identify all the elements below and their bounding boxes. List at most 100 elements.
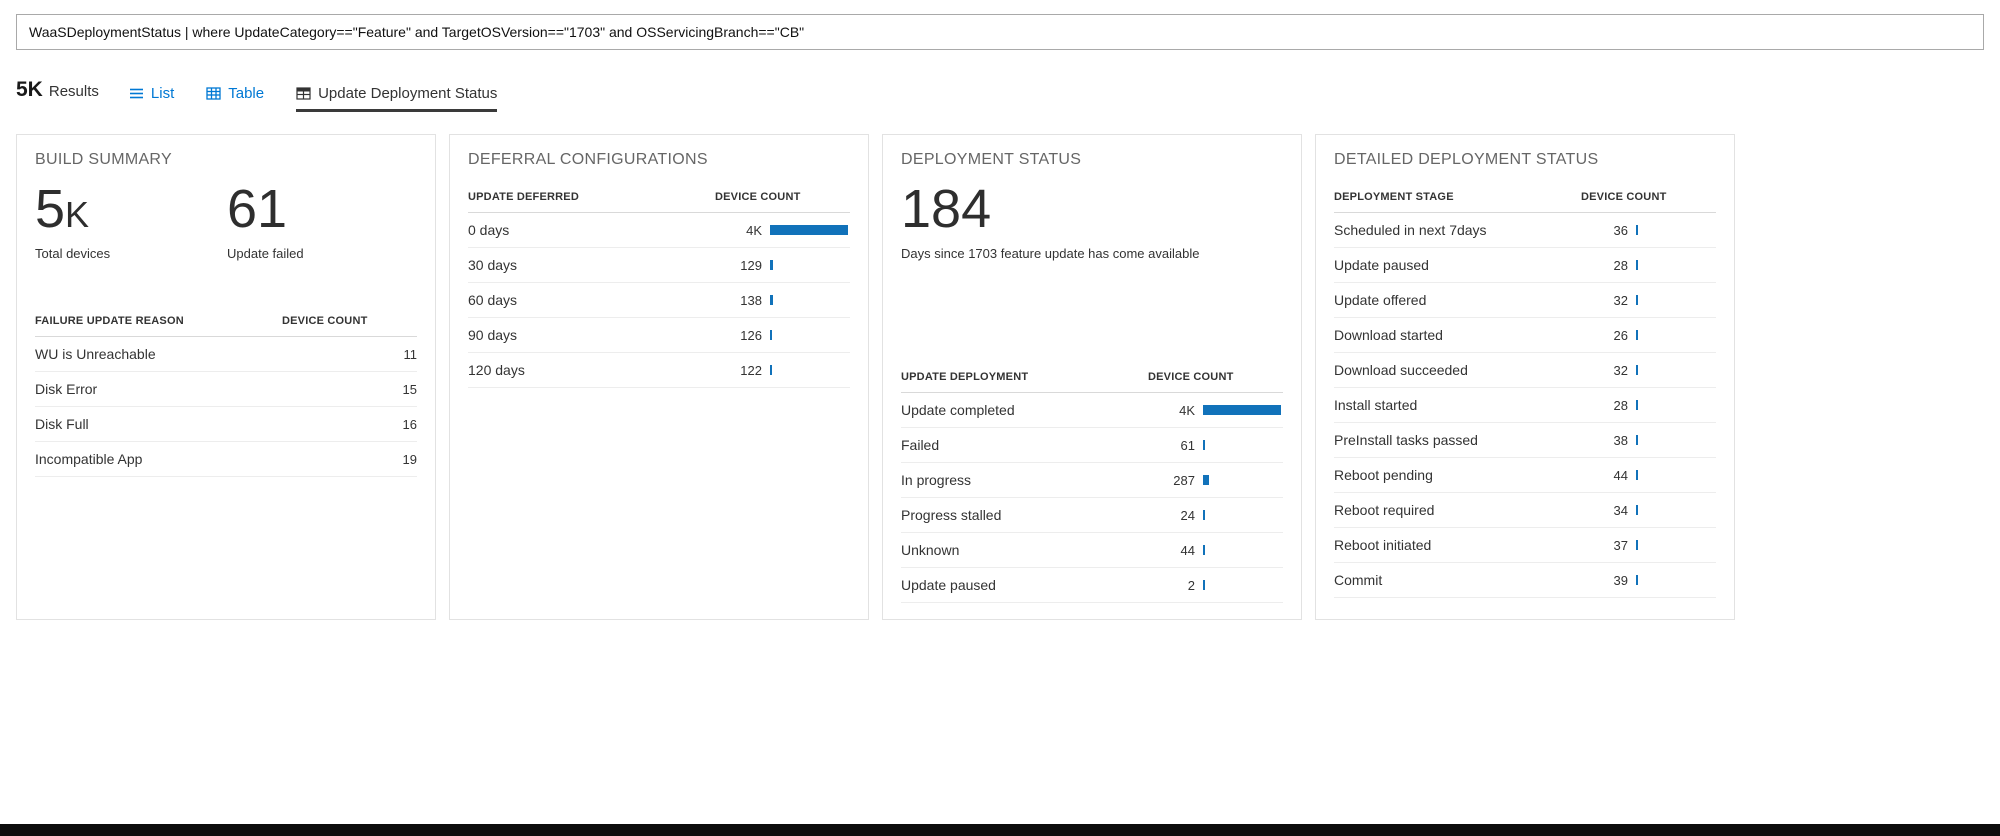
row-label: Failed xyxy=(901,437,940,453)
bar-slot xyxy=(1636,295,1716,305)
table-row[interactable]: 90 days 126 xyxy=(468,318,850,353)
row-label: Incompatible App xyxy=(35,451,143,467)
row-value: 129 xyxy=(740,257,762,273)
column-header-right: DEVICE COUNT xyxy=(282,314,368,327)
results-toolbar: 5K Results List Table Update Deployment … xyxy=(0,70,2000,112)
metric-value: 61 xyxy=(227,179,288,239)
table-row[interactable]: Reboot pending 44 xyxy=(1334,458,1716,493)
row-bar xyxy=(1636,575,1638,585)
tab-update-deployment-status[interactable]: Update Deployment Status xyxy=(296,85,498,112)
table-row[interactable]: Reboot initiated 37 xyxy=(1334,528,1716,563)
row-bar xyxy=(1203,580,1205,590)
table-row[interactable]: Commit 39 xyxy=(1334,563,1716,598)
metric-total-devices: 5K Total devices xyxy=(35,181,227,261)
row-value: 126 xyxy=(740,327,762,343)
row-bar xyxy=(1636,295,1638,305)
row-value: 4K xyxy=(746,222,762,238)
table-row[interactable]: Scheduled in next 7days 36 xyxy=(1334,213,1716,248)
table-header: UPDATE DEPLOYMENT DEVICE COUNT xyxy=(901,361,1283,393)
table-row[interactable]: Progress stalled 24 xyxy=(901,498,1283,533)
row-label: Disk Full xyxy=(35,416,89,432)
table-row[interactable]: Install started 28 xyxy=(1334,388,1716,423)
column-header-right: DEVICE COUNT xyxy=(715,190,801,203)
panel-title: DEPLOYMENT STATUS xyxy=(901,151,1082,168)
row-label: Update completed xyxy=(901,402,1015,418)
table-row[interactable]: Update paused 2 xyxy=(901,568,1283,603)
row-label: Reboot pending xyxy=(1334,467,1433,483)
row-value: 16 xyxy=(402,416,417,432)
table-header: UPDATE DEFERRED DEVICE COUNT xyxy=(468,181,850,213)
query-input[interactable] xyxy=(16,14,1984,50)
table-row[interactable]: PreInstall tasks passed 38 xyxy=(1334,423,1716,458)
bar-slot xyxy=(770,225,850,235)
metric-label: Total devices xyxy=(35,246,111,261)
column-header-left: UPDATE DEPLOYMENT xyxy=(901,370,1029,383)
row-label: 120 days xyxy=(468,362,525,378)
bar-slot xyxy=(770,365,850,375)
row-label: 60 days xyxy=(468,292,518,308)
table-row[interactable]: Failed 61 xyxy=(901,428,1283,463)
row-label: Unknown xyxy=(901,542,960,558)
table-row[interactable]: Disk Error 15 xyxy=(35,372,417,407)
table-icon xyxy=(206,86,221,101)
table-row[interactable]: Download started 26 xyxy=(1334,318,1716,353)
row-value: 28 xyxy=(1613,397,1628,413)
metric-label: Update failed xyxy=(227,246,304,261)
row-bar xyxy=(770,260,773,270)
row-label: 30 days xyxy=(468,257,518,273)
results-count-label: Results xyxy=(48,83,99,100)
row-label: Update paused xyxy=(901,577,996,593)
tab-table[interactable]: Table xyxy=(206,85,264,112)
row-bar xyxy=(770,365,772,375)
row-bar xyxy=(1636,435,1638,445)
table-row[interactable]: WU is Unreachable 11 xyxy=(35,337,417,372)
row-label: Commit xyxy=(1334,572,1383,588)
results-count: 5K xyxy=(16,78,43,101)
row-value: 28 xyxy=(1613,257,1628,273)
table-row[interactable]: Reboot required 34 xyxy=(1334,493,1716,528)
row-value: 39 xyxy=(1613,572,1628,588)
row-value: 2 xyxy=(1187,577,1195,593)
row-bar xyxy=(1636,330,1638,340)
bar-slot xyxy=(1636,365,1716,375)
row-bar xyxy=(1203,405,1281,415)
panel-title: DEFERRAL CONFIGURATIONS xyxy=(468,151,708,168)
table-row[interactable]: Disk Full 16 xyxy=(35,407,417,442)
row-value: 32 xyxy=(1613,292,1628,308)
bar-slot xyxy=(1203,475,1283,485)
table-row[interactable]: 0 days 4K xyxy=(468,213,850,248)
bar-slot xyxy=(1203,440,1283,450)
table-row[interactable]: Update completed 4K xyxy=(901,393,1283,428)
row-value: 37 xyxy=(1613,537,1628,553)
results-count-wrap: 5K Results xyxy=(16,78,99,112)
table-row[interactable]: Incompatible App 19 xyxy=(35,442,417,477)
row-value: 61 xyxy=(1180,437,1195,453)
metric-suffix: K xyxy=(65,194,90,235)
bar-slot xyxy=(1636,260,1716,270)
row-label: Scheduled in next 7days xyxy=(1334,222,1487,238)
row-label: Download succeeded xyxy=(1334,362,1468,378)
column-header-right: DEVICE COUNT xyxy=(1148,370,1234,383)
row-value: 19 xyxy=(402,451,417,467)
bar-slot xyxy=(1636,225,1716,235)
table-row[interactable]: 30 days 129 xyxy=(468,248,850,283)
table-row[interactable]: In progress 287 xyxy=(901,463,1283,498)
table-row[interactable]: 120 days 122 xyxy=(468,353,850,388)
tab-list-label: List xyxy=(150,85,175,102)
metric-days-since: 184 Days since 1703 feature update has c… xyxy=(901,181,1283,261)
table-row[interactable]: Download succeeded 32 xyxy=(1334,353,1716,388)
column-header-left: DEPLOYMENT STAGE xyxy=(1334,190,1454,203)
table-row[interactable]: Update offered 32 xyxy=(1334,283,1716,318)
table-row[interactable]: 60 days 138 xyxy=(468,283,850,318)
row-label: In progress xyxy=(901,472,972,488)
column-header-right: DEVICE COUNT xyxy=(1581,190,1667,203)
table-row[interactable]: Unknown 44 xyxy=(901,533,1283,568)
deployment-stage-table: DEPLOYMENT STAGE DEVICE COUNT Scheduled … xyxy=(1334,181,1716,598)
row-label: Reboot required xyxy=(1334,502,1435,518)
row-label: Update offered xyxy=(1334,292,1427,308)
table-row[interactable]: Update paused 28 xyxy=(1334,248,1716,283)
row-value: 44 xyxy=(1180,542,1195,558)
bottom-bar xyxy=(0,824,2000,836)
tab-list[interactable]: List xyxy=(129,85,174,112)
bar-slot xyxy=(1636,435,1716,445)
